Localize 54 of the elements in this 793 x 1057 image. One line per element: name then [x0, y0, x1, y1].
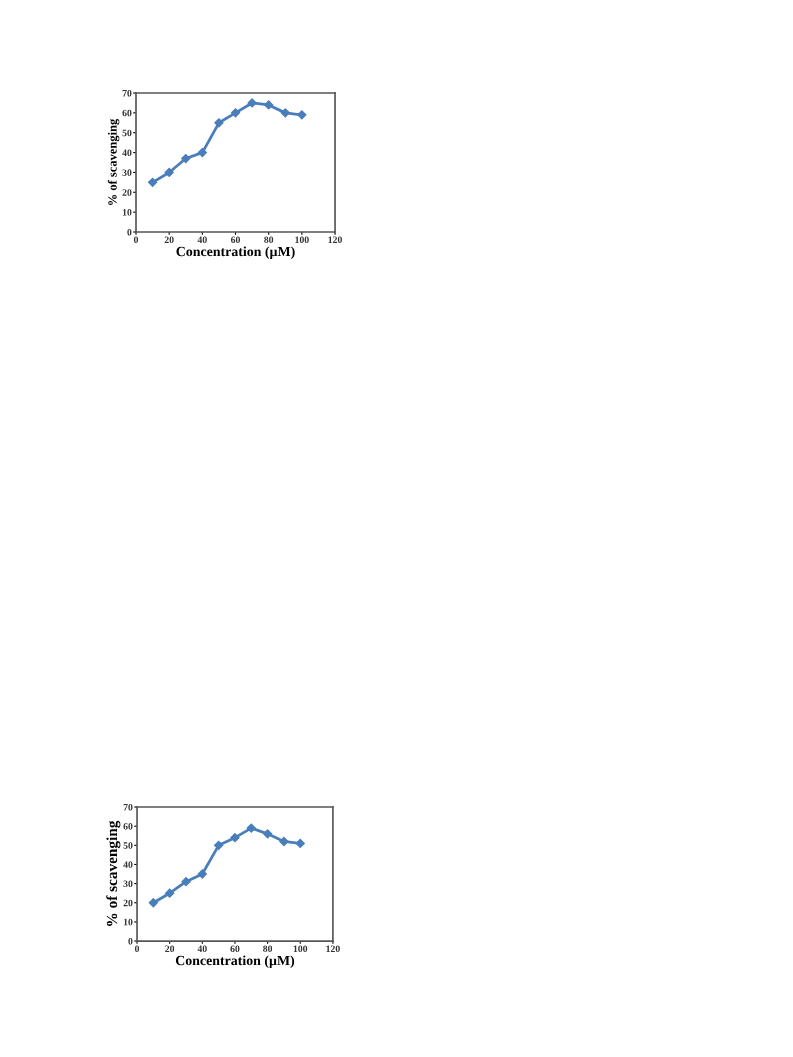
point [148, 898, 158, 908]
y-tick-label: 50 [122, 129, 132, 137]
x-tick-label: 40 [197, 236, 207, 244]
y-tick-label: 70 [122, 89, 132, 97]
x-tick-label: 120 [328, 236, 342, 244]
y-tick-label: 0 [127, 228, 132, 236]
y-tick-label: 20 [122, 189, 132, 196]
x-tick-label: 0 [133, 236, 139, 244]
y-tick-label: 30 [122, 169, 132, 176]
point [230, 833, 240, 843]
x-tick-label: 100 [293, 945, 308, 953]
point [230, 108, 241, 118]
x-tick-label: 80 [264, 236, 274, 244]
x-axis-title: Concentration (µM) [176, 246, 295, 259]
point [297, 110, 307, 120]
y-tick-label: 70 [123, 803, 133, 811]
y-tick-label: 30 [123, 880, 133, 888]
point [147, 177, 158, 187]
y-tick-label: 60 [123, 823, 133, 830]
x-tick-label: 120 [326, 945, 340, 953]
x-tick-label: 0 [134, 945, 140, 953]
point [214, 118, 224, 128]
point [181, 877, 191, 887]
point [280, 108, 290, 118]
x-tick-label: 40 [197, 945, 207, 953]
point [197, 147, 207, 158]
x-tick-label: 100 [295, 236, 309, 244]
point [197, 869, 207, 879]
point [264, 100, 274, 110]
point [214, 840, 224, 850]
y-tick-label: 0 [128, 937, 133, 945]
y-axis-title: % of scavenging [107, 118, 120, 205]
y-tick-label: 10 [123, 918, 133, 926]
x-axis-title: Concentration (µM) [175, 955, 295, 969]
point [279, 836, 289, 847]
x-tick-label: 60 [230, 945, 240, 953]
point [181, 153, 191, 164]
y-tick-label: 50 [123, 842, 133, 849]
point [164, 167, 174, 178]
x-tick-label: 80 [263, 945, 273, 953]
y-tick-label: 10 [122, 209, 132, 216]
x-tick-label: 60 [230, 236, 241, 244]
point [262, 829, 273, 839]
y-tick-label: 40 [122, 149, 132, 157]
x-tick-label: 20 [164, 236, 174, 244]
point [165, 888, 175, 898]
y-tick-label: 20 [123, 899, 133, 907]
point [295, 838, 305, 849]
y-axis-title: % of scavenging [106, 820, 121, 926]
y-tick-label: 40 [123, 861, 133, 868]
x-tick-label: 20 [165, 945, 175, 953]
y-tick-label: 60 [122, 109, 132, 117]
point [246, 823, 256, 833]
point [247, 98, 257, 108]
